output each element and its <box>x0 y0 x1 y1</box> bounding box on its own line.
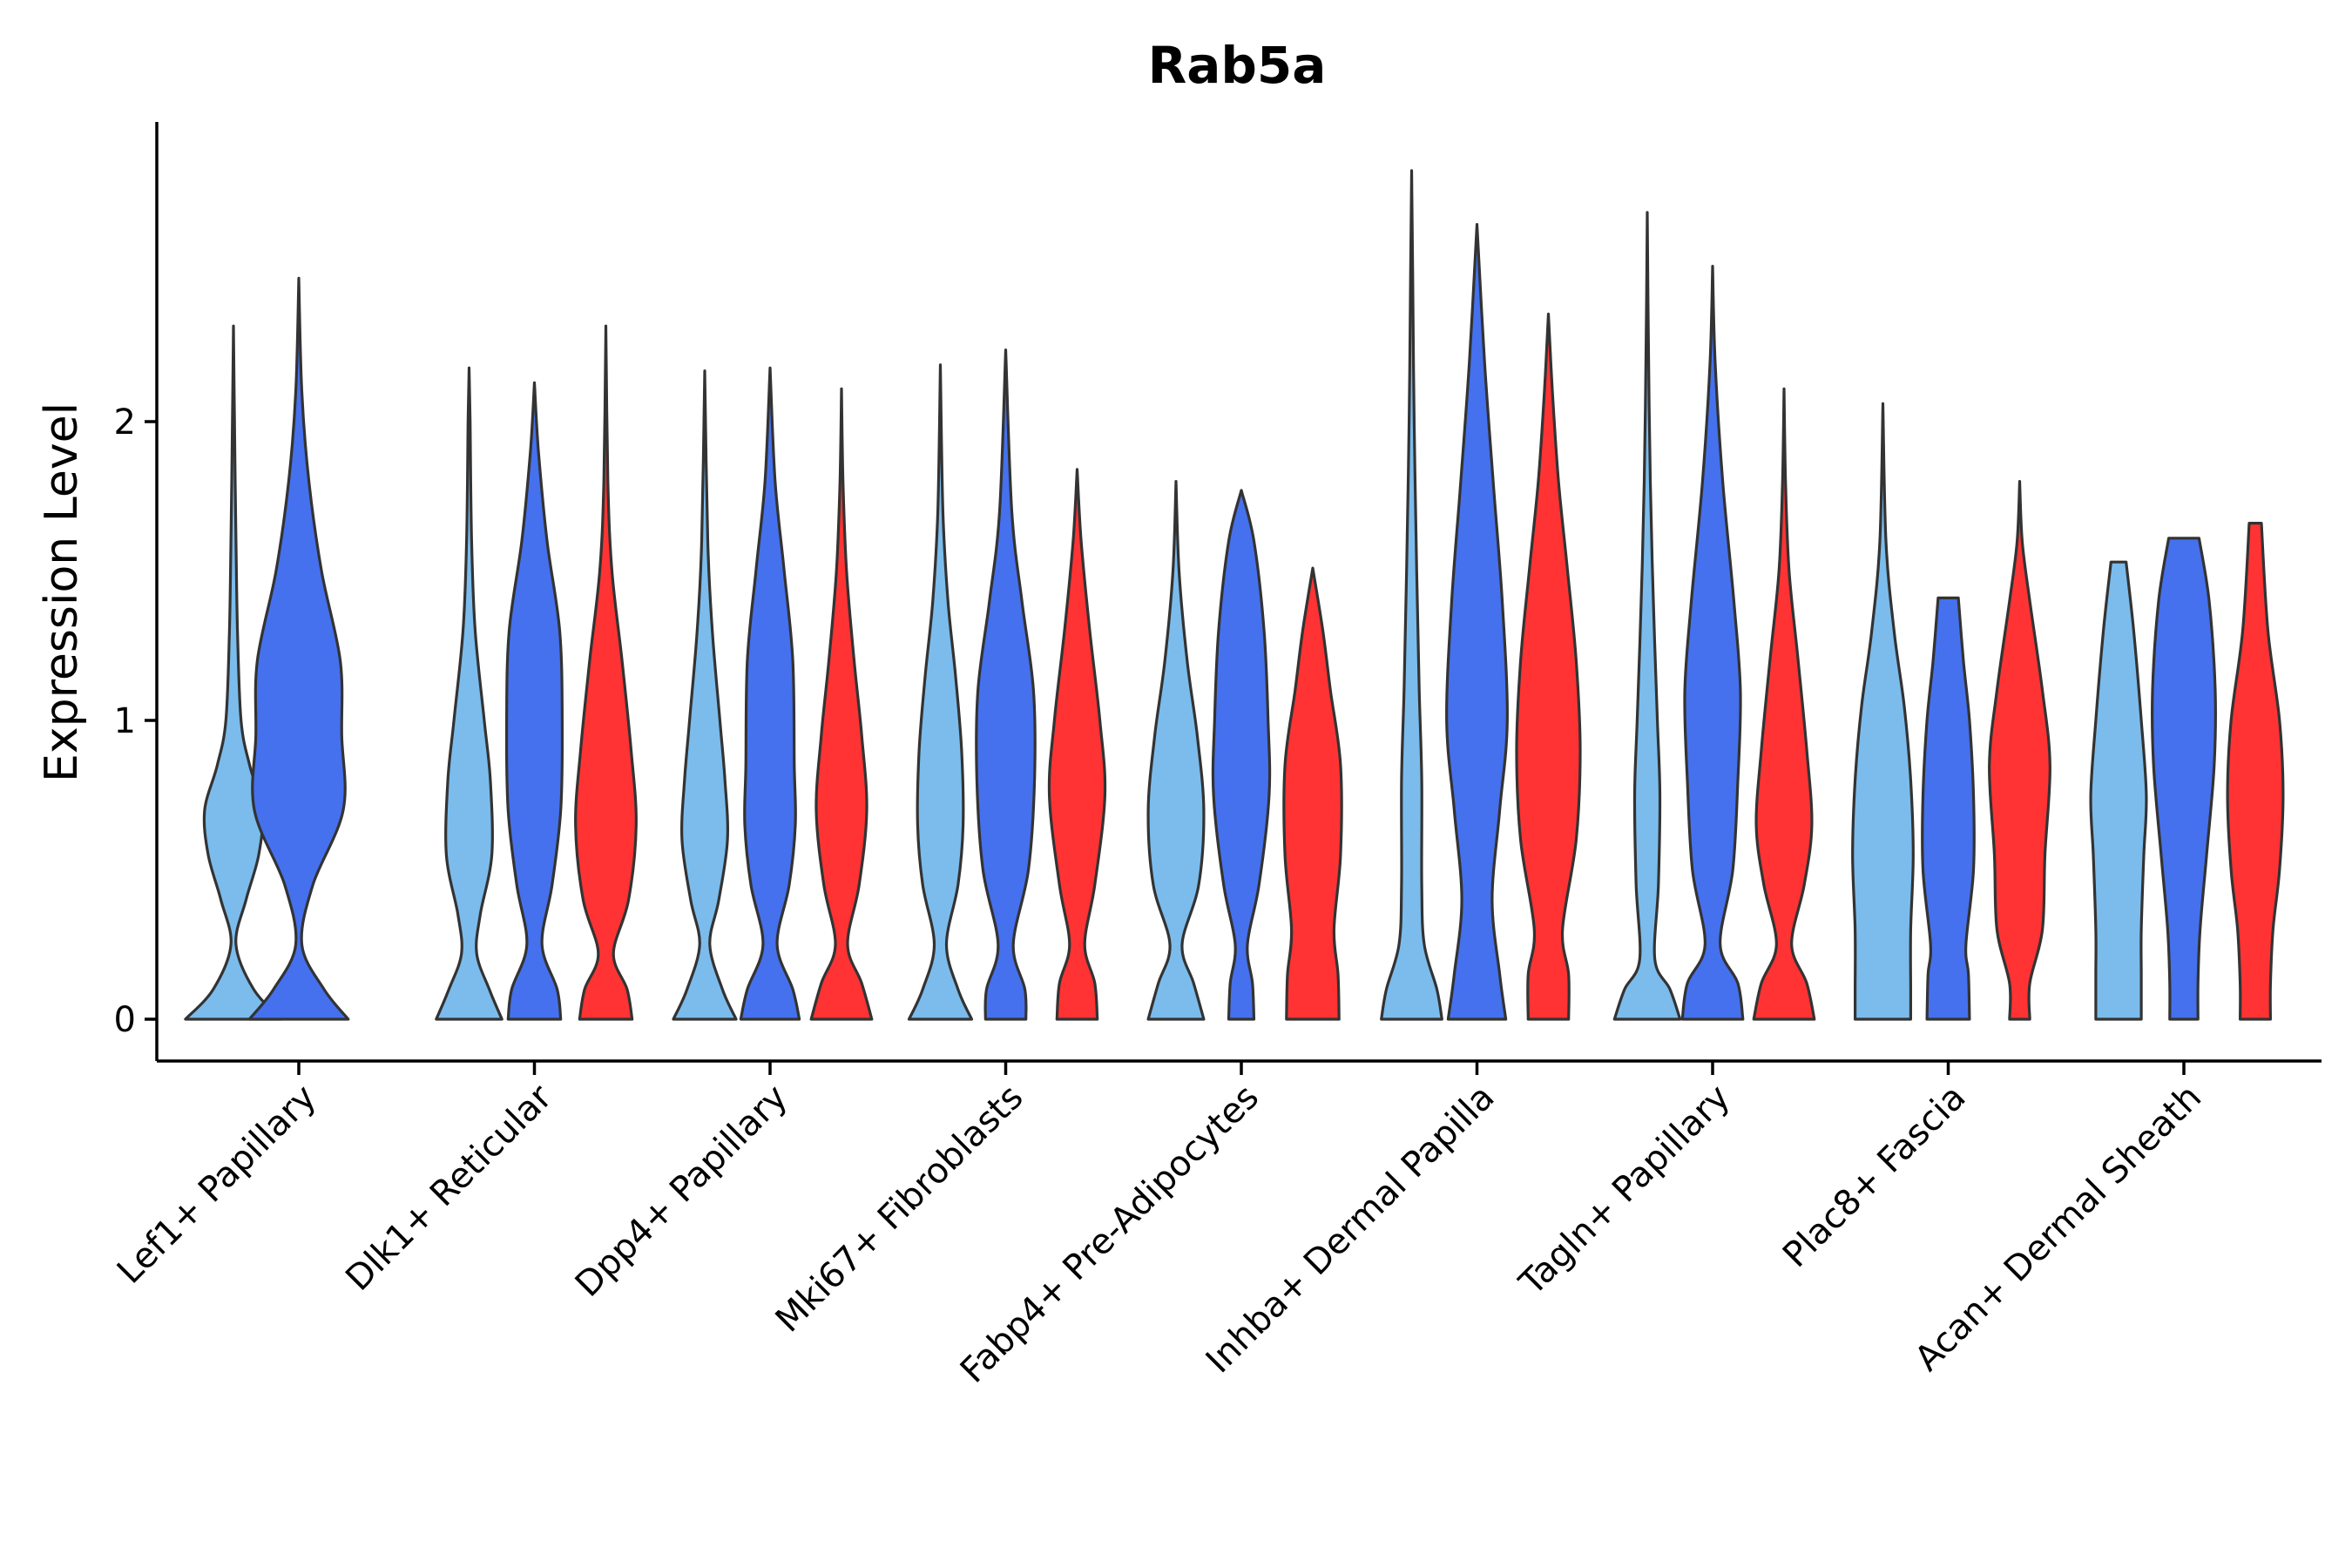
x-tick-label: Mki67+ Fibroblasts <box>768 1078 1031 1341</box>
x-tick-label: Plac8+ Fascia <box>1775 1078 1974 1276</box>
y-tick-label: 1 <box>114 701 136 741</box>
y-tick-label: 0 <box>114 1000 136 1040</box>
violin-2-group-3 <box>574 324 638 1021</box>
x-tick-label: Tagln+ Papillary <box>1511 1078 1738 1304</box>
violin-9-group-2 <box>2150 537 2218 1021</box>
violin-6-group-2 <box>1445 223 1509 1021</box>
violin-4-group-2 <box>975 348 1037 1021</box>
violin-2-group-2 <box>504 381 564 1021</box>
violin-9-group-3 <box>2226 522 2285 1021</box>
violin-1-group-1 <box>184 324 283 1021</box>
violin-8-group-1 <box>1851 402 1915 1021</box>
violin-3-group-2 <box>739 366 801 1021</box>
violin-6-group-1 <box>1380 169 1443 1021</box>
chart-title: Rab5a <box>1148 36 1327 95</box>
violin-8-group-3 <box>1988 480 2051 1021</box>
violin-4-group-3 <box>1047 468 1107 1021</box>
violin-7-group-2 <box>1680 265 1745 1021</box>
violin-5-group-2 <box>1211 489 1272 1021</box>
x-tick-label: Dlk1+ Reticular <box>338 1077 560 1299</box>
violin-5-group-3 <box>1282 566 1343 1021</box>
violin-7-group-1 <box>1612 211 1682 1021</box>
violin-3-group-3 <box>809 387 874 1021</box>
violin-4-group-1 <box>907 363 974 1021</box>
x-tick-label: Dpp4+ Papillary <box>568 1078 795 1305</box>
violin-2-group-1 <box>435 366 504 1021</box>
violin-layer <box>184 169 2285 1021</box>
y-axis-label: Expression Level <box>36 402 88 782</box>
violin-1-group-2 <box>247 276 350 1021</box>
violin-3-group-1 <box>672 369 738 1021</box>
violin-9-group-1 <box>2089 560 2148 1021</box>
violin-6-group-3 <box>1515 312 1582 1021</box>
y-tick-label: 2 <box>114 402 136 443</box>
violin-5-group-1 <box>1146 480 1206 1021</box>
violin-8-group-2 <box>1921 596 1976 1021</box>
violin-7-group-3 <box>1752 387 1816 1021</box>
x-tick-label: Lef1+ Papillary <box>110 1078 324 1292</box>
